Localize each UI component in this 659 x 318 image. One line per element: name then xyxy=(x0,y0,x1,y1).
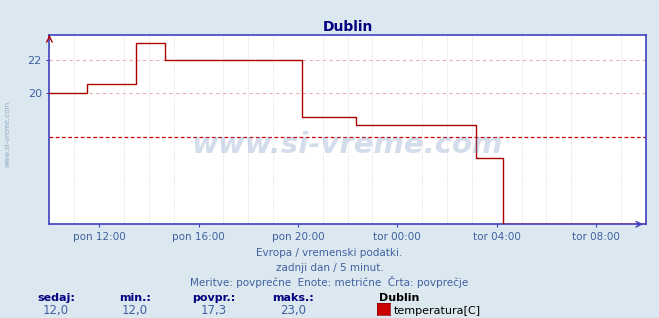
Title: Dublin: Dublin xyxy=(322,20,373,34)
Text: zadnji dan / 5 minut.: zadnji dan / 5 minut. xyxy=(275,263,384,273)
Text: maks.:: maks.: xyxy=(272,294,314,303)
Text: Meritve: povprečne  Enote: metrične  Črta: povprečje: Meritve: povprečne Enote: metrične Črta:… xyxy=(190,276,469,288)
Text: min.:: min.: xyxy=(119,294,151,303)
Text: Evropa / vremenski podatki.: Evropa / vremenski podatki. xyxy=(256,248,403,258)
Text: 12,0: 12,0 xyxy=(122,304,148,317)
Text: 23,0: 23,0 xyxy=(280,304,306,317)
Text: Dublin: Dublin xyxy=(379,294,419,303)
Text: 12,0: 12,0 xyxy=(43,304,69,317)
Text: 17,3: 17,3 xyxy=(201,304,227,317)
Text: povpr.:: povpr.: xyxy=(192,294,236,303)
Text: sedaj:: sedaj: xyxy=(37,294,75,303)
Text: temperatura[C]: temperatura[C] xyxy=(394,306,481,316)
Text: www.si-vreme.com: www.si-vreme.com xyxy=(5,100,11,167)
Text: www.si-vreme.com: www.si-vreme.com xyxy=(192,131,503,159)
